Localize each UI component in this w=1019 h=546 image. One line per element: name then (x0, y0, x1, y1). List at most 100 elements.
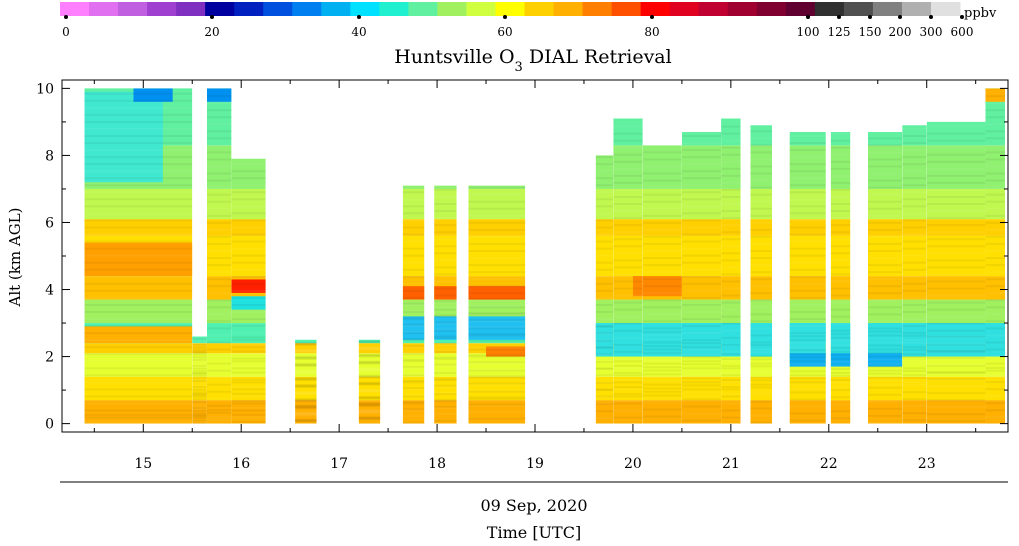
texture-streak (750, 390, 772, 393)
texture-streak (192, 394, 207, 397)
texture-streak (789, 332, 826, 335)
texture-streak (789, 282, 826, 285)
texture-streak (434, 350, 457, 353)
x-tick-label: 23 (918, 456, 936, 472)
ozone-layer (681, 353, 722, 377)
ozone-layer (789, 219, 826, 236)
texture-streak (681, 391, 722, 394)
profile-block (613, 118, 643, 424)
colorbar-swatch (89, 2, 119, 16)
texture-streak (402, 381, 425, 384)
texture-streak (358, 346, 381, 349)
texture-streak (642, 394, 682, 397)
texture-streak (595, 325, 614, 328)
texture-streak (84, 367, 193, 370)
texture-streak (789, 384, 826, 387)
ozone-layer (359, 219, 381, 236)
texture-streak (84, 163, 193, 166)
texture-streak (434, 407, 457, 410)
texture-streak (231, 381, 266, 384)
texture-streak (84, 120, 193, 123)
texture-streak (434, 349, 457, 352)
texture-streak (985, 179, 1006, 182)
texture-streak (750, 214, 772, 217)
texture-streak (926, 259, 986, 262)
texture-streak (231, 198, 266, 201)
texture-streak (206, 109, 232, 112)
texture-streak (830, 336, 851, 339)
texture-streak (985, 249, 1006, 252)
texture-streak (985, 348, 1006, 351)
texture-streak (985, 313, 1006, 316)
texture-streak (613, 336, 643, 339)
texture-streak (595, 402, 614, 405)
texture-streak (595, 360, 614, 363)
texture-streak (902, 384, 927, 387)
texture-streak (867, 362, 903, 365)
texture-streak (867, 334, 903, 337)
colorbar-tick-mark (837, 15, 841, 19)
y-axis-label: Alt (km AGL) (6, 208, 24, 308)
ozone-layer (595, 155, 614, 189)
ozone-layer (926, 121, 986, 146)
ozone-layer (206, 323, 232, 344)
texture-streak (750, 386, 772, 389)
ozone-layer (926, 400, 986, 424)
texture-streak (750, 193, 772, 196)
texture-streak (985, 144, 1006, 147)
texture-streak (84, 127, 193, 130)
ozone-layer (830, 145, 851, 189)
texture-streak (830, 364, 851, 367)
texture-streak (902, 353, 927, 356)
texture-streak (206, 341, 232, 344)
ozone-feature (468, 286, 526, 300)
texture-streak (750, 271, 772, 274)
ozone-layer (295, 219, 317, 236)
texture-streak (231, 170, 266, 173)
texture-streak (721, 245, 741, 248)
texture-streak (402, 409, 425, 412)
texture-streak (358, 402, 381, 405)
texture-streak (434, 370, 457, 373)
texture-streak (985, 278, 1006, 281)
texture-streak (750, 257, 772, 260)
texture-streak (642, 408, 682, 411)
texture-streak (867, 278, 903, 281)
texture-streak (642, 151, 682, 154)
texture-streak (468, 264, 526, 267)
texture-streak (295, 391, 317, 394)
colorbar-swatch (901, 2, 932, 16)
texture-streak (468, 228, 526, 231)
texture-streak (595, 346, 614, 349)
colorbar-swatch (727, 2, 758, 16)
texture-streak (468, 333, 526, 336)
texture-streak (681, 247, 722, 250)
colorbar-swatch (872, 2, 903, 16)
ozone-layer (359, 145, 381, 189)
texture-streak (642, 306, 682, 309)
texture-streak (468, 368, 526, 371)
texture-streak (231, 420, 266, 423)
texture-streak (985, 369, 1006, 372)
texture-streak (681, 353, 722, 356)
texture-streak (642, 369, 682, 372)
texture-streak (468, 341, 526, 344)
ozone-layer (926, 145, 986, 189)
colorbar-swatch (234, 2, 264, 16)
texture-streak (358, 374, 381, 377)
ozone-feature (985, 88, 1006, 102)
texture-streak (902, 170, 927, 173)
texture-streak (830, 353, 851, 356)
texture-streak (750, 299, 772, 302)
texture-streak (750, 137, 772, 140)
ozone-feature (434, 316, 457, 340)
texture-streak (295, 343, 317, 346)
texture-streak (613, 160, 643, 163)
texture-streak (358, 395, 381, 398)
texture-streak (595, 353, 614, 356)
texture-streak (595, 177, 614, 180)
texture-streak (402, 205, 425, 208)
texture-streak (402, 302, 425, 305)
ozone-layer (192, 353, 207, 377)
texture-streak (681, 261, 722, 264)
